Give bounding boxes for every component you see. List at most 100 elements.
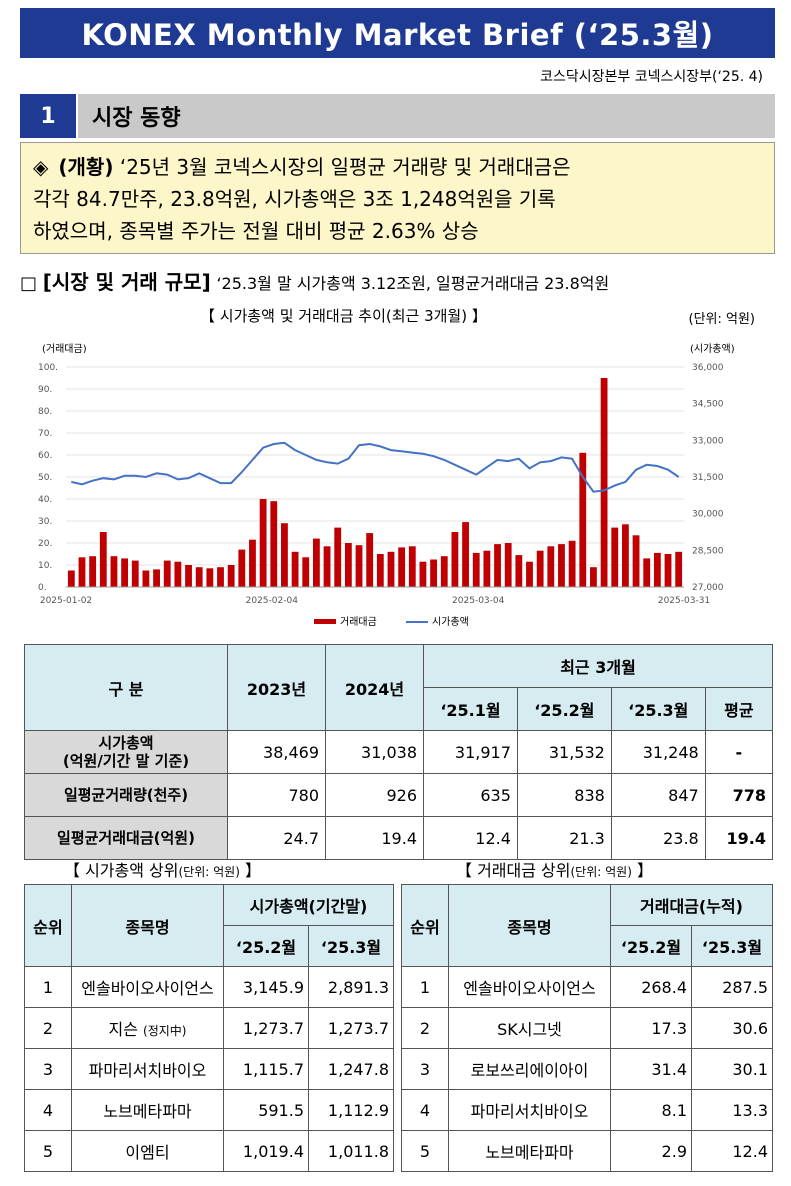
summary-line2: 각각 84.7만주, 23.8억원, 시가총액은 3조 1,248억원을 기록 xyxy=(33,187,556,211)
section-number: 1 xyxy=(20,94,76,138)
trading-value-bar xyxy=(238,549,246,587)
trading-value-bar xyxy=(653,552,661,587)
cell: 1 xyxy=(401,966,449,1008)
scale-heading-text: ‘25.3월 말 시가총액 3.12조원, 일평균거래대금 23.8억원 xyxy=(216,274,610,293)
trading-value-bar xyxy=(419,561,427,587)
cell: 3 xyxy=(401,1048,449,1090)
trading-value-bar xyxy=(185,565,192,587)
trading-value-bar xyxy=(217,567,224,587)
trading-value-bar xyxy=(398,547,406,587)
th-division: 구 분 xyxy=(24,644,228,731)
diamond-bullet-icon: ◈ xyxy=(33,155,49,179)
row-label: 일평균거래량(천주) xyxy=(24,773,228,817)
trading-value-bar xyxy=(600,378,608,587)
trading-value-bar xyxy=(206,568,214,587)
cell: 파마리서치바이오 xyxy=(71,1048,224,1090)
trading-value-bar xyxy=(89,556,97,587)
left-tick-label: 10. xyxy=(38,561,52,571)
trading-value-bar xyxy=(451,532,459,587)
cell: 1,273.7 xyxy=(223,1007,309,1049)
table-row: 1 엔솔바이오사이언스 268.4 287.5 xyxy=(401,966,773,1008)
trading-value-bar xyxy=(249,539,256,587)
cell: 23.8 xyxy=(610,816,706,860)
cell: 31,038 xyxy=(325,730,424,774)
legend-bar-label: 거래대금 xyxy=(340,616,377,628)
cell: 5 xyxy=(24,1130,72,1172)
left-tick-label: 60. xyxy=(38,451,52,461)
cell: 4 xyxy=(401,1089,449,1131)
cell: 847 xyxy=(610,773,706,817)
left-tick-label: 40. xyxy=(38,495,52,505)
table-row: 1 엔솔바이오사이언스 3,145.9 2,891.3 xyxy=(24,966,394,1008)
cell: 12.4 xyxy=(423,816,518,860)
right-tick-label: 34,500 xyxy=(692,400,724,410)
cell: 1,247.8 xyxy=(308,1048,394,1090)
cap-table-title: 【 시가총액 상위(단위: 억원) 】 xyxy=(64,861,261,880)
left-tick-label: 80. xyxy=(38,407,52,417)
right-tick-label: 27,000 xyxy=(692,583,724,593)
summary-line1: ‘25년 3월 코넥스시장의 일평균 거래량 및 거래대금은 xyxy=(119,155,571,179)
trading-value-bar xyxy=(131,560,139,587)
trading-value-bar xyxy=(312,538,320,587)
cell: 2.9 xyxy=(610,1130,692,1172)
th-m1: ‘25.1월 xyxy=(423,687,518,731)
cell: 2 xyxy=(24,1007,72,1049)
cell: 1,011.8 xyxy=(308,1130,394,1172)
trading-value-bar xyxy=(536,550,544,587)
chart-unit: (단위: 억원) xyxy=(688,312,756,327)
right-tick-label: 30,000 xyxy=(692,510,724,520)
cell: SK시그넷 xyxy=(448,1007,611,1049)
trading-value-bar xyxy=(259,499,267,587)
cell: 838 xyxy=(516,773,612,817)
cell: 지슨 (정지中) xyxy=(71,1007,224,1049)
cell: 268.4 xyxy=(610,966,692,1008)
cell: 926 xyxy=(325,773,424,817)
legend-bar-swatch xyxy=(314,619,336,624)
left-tick-label: 30. xyxy=(38,517,52,527)
table-row: 2 SK시그넷 17.3 30.6 xyxy=(401,1007,773,1049)
cell: 노브메타파마 xyxy=(71,1089,224,1131)
x-tick-label: 2025-02-04 xyxy=(246,596,299,606)
cell: 31,532 xyxy=(516,730,612,774)
cell: 3,145.9 xyxy=(223,966,309,1008)
trading-value-bar xyxy=(99,532,107,587)
cell: 3 xyxy=(24,1048,72,1090)
trading-value-bar xyxy=(643,558,651,587)
trading-value-bar xyxy=(632,535,640,587)
table-row: 4 파마리서치바이오 8.1 13.3 xyxy=(401,1089,773,1131)
table-row: 4 노브메타파마 591.5 1,112.9 xyxy=(24,1089,394,1131)
trading-value-bar xyxy=(142,570,150,587)
trading-value-bar xyxy=(664,554,672,587)
table-row: 2 지슨 (정지中) 1,273.7 1,273.7 xyxy=(24,1007,394,1049)
trading-value-bar xyxy=(621,524,629,587)
right-axis-label: (시가총액) xyxy=(690,343,735,355)
th-m1: ‘25.2월 xyxy=(223,925,309,967)
cell: 4 xyxy=(24,1089,72,1131)
th-name: 종목명 xyxy=(71,884,224,967)
trading-value-bar xyxy=(515,555,523,587)
cell: - xyxy=(704,730,774,774)
left-tick-label: 20. xyxy=(38,539,52,549)
chart-legend: 거래대금 시가총액 xyxy=(314,616,469,628)
th-name: 종목명 xyxy=(448,884,611,967)
trading-value-bar xyxy=(440,556,448,587)
th-recent: 최근 3개월 xyxy=(423,644,773,688)
cell: 24.7 xyxy=(227,816,326,860)
row-label: 일평균거래대금(억원) xyxy=(24,816,228,860)
market-cap-top-table: 순위 종목명 시가총액(기간말) ‘25.2월 ‘25.3월 1 엔솔바이오사이언… xyxy=(24,884,394,1172)
cell: 21.3 xyxy=(516,816,612,860)
legend-line-label: 시가총액 xyxy=(432,616,469,628)
trade-table-title: 【 거래대금 상위(단위: 억원) 】 xyxy=(456,861,653,880)
trading-value-bar xyxy=(590,567,597,587)
trading-value-bar xyxy=(163,560,171,587)
x-tick-label: 2025-01-02 xyxy=(40,596,92,606)
trading-value-bar xyxy=(472,552,480,587)
table-row: 3 파마리서치바이오 1,115.7 1,247.8 xyxy=(24,1048,394,1090)
checkbox-bullet-icon: □ xyxy=(20,273,38,294)
trading-value-top-table: 순위 종목명 거래대금(누적) ‘25.2월 ‘25.3월 1 엔솔바이오사이언스… xyxy=(401,884,773,1172)
th-rank: 순위 xyxy=(401,884,449,967)
department-subtitle: 코스닥시장본부 코넥스시장부(‘25. 4) xyxy=(540,69,763,85)
market-chart: (거래대금) (시가총액) 0. 10. 20. 30. 40. 50. 60. 70. 80.… xyxy=(38,343,735,628)
trading-value-bar xyxy=(483,550,491,587)
trading-value-bar xyxy=(494,544,501,587)
